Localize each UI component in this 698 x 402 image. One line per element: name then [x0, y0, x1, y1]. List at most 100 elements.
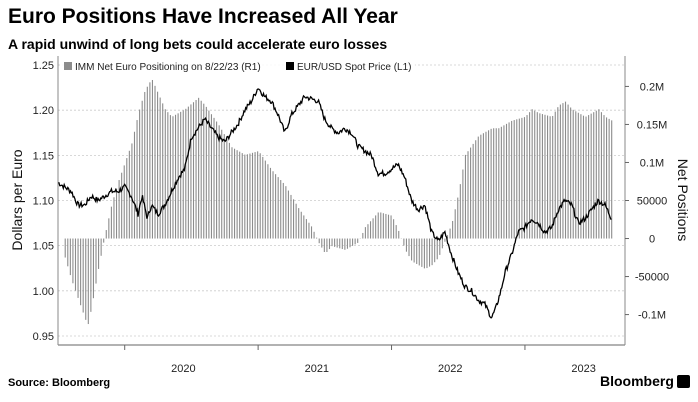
position-bar — [200, 100, 202, 239]
position-bar — [354, 238, 356, 245]
position-bar — [372, 218, 374, 239]
position-bar — [470, 147, 472, 239]
position-bar — [118, 180, 120, 239]
position-bar — [244, 154, 246, 239]
position-bar — [272, 171, 274, 239]
position-bar — [428, 238, 431, 267]
position-bar — [87, 238, 89, 325]
bloomberg-icon — [677, 375, 690, 388]
position-bar — [462, 169, 464, 239]
position-bar — [308, 222, 310, 239]
position-bar — [595, 110, 597, 239]
position-bar — [369, 221, 372, 239]
position-bar — [590, 113, 592, 239]
left-tick-label: 1.00 — [33, 286, 54, 298]
position-bar — [508, 122, 510, 239]
position-bar — [393, 219, 395, 239]
position-bar — [321, 238, 323, 248]
position-bar — [418, 238, 420, 266]
position-bar — [210, 114, 213, 239]
position-bar — [611, 120, 613, 239]
position-bar — [154, 85, 156, 239]
position-bar — [105, 230, 107, 239]
position-bar — [100, 238, 102, 256]
position-bar — [572, 109, 574, 239]
position-bar — [339, 238, 341, 249]
position-bar — [190, 104, 192, 239]
position-bar — [367, 224, 369, 239]
position-bar — [364, 227, 366, 239]
position-bar — [300, 211, 302, 239]
position-bar — [85, 238, 87, 320]
position-bar — [221, 129, 223, 239]
position-bar — [467, 151, 469, 239]
position-bar — [439, 238, 441, 255]
position-bar — [377, 212, 379, 239]
x-tick-label: 2020 — [171, 363, 195, 375]
position-bar — [423, 238, 425, 269]
position-bar — [177, 113, 179, 239]
position-bar — [380, 212, 382, 239]
position-bar — [110, 206, 112, 239]
position-bar — [108, 218, 110, 239]
position-bar — [159, 97, 161, 239]
position-bar — [505, 123, 508, 239]
position-bar — [92, 238, 94, 299]
legend-label-positioning: IMM Net Euro Positioning on 8/22/23 (R1) — [75, 62, 261, 73]
position-bar — [82, 238, 84, 313]
position-bar — [95, 238, 97, 284]
position-bar — [577, 112, 579, 239]
position-bar — [357, 238, 359, 243]
position-bar — [192, 102, 195, 239]
position-bar — [426, 238, 428, 269]
position-bar — [580, 114, 582, 239]
position-bar — [449, 228, 451, 239]
position-bar — [80, 238, 82, 306]
position-bar — [328, 238, 331, 250]
position-bar — [598, 109, 600, 239]
position-bar — [513, 120, 515, 239]
position-bar — [431, 238, 433, 266]
position-bar — [164, 109, 166, 239]
legend-swatch-positioning — [64, 62, 72, 70]
position-bar — [144, 91, 146, 239]
position-bar — [346, 238, 348, 249]
position-bar — [521, 117, 523, 239]
left-tick-label: 1.10 — [33, 196, 54, 208]
position-bar — [262, 156, 264, 239]
right-tick-label: -50000 — [635, 272, 669, 284]
position-bar — [316, 237, 318, 239]
position-bar — [326, 238, 328, 252]
right-tick-label: 0 — [649, 234, 655, 246]
position-bar — [72, 238, 74, 284]
position-bar — [523, 117, 526, 239]
x-tick-label: 2021 — [305, 363, 329, 375]
x-tick-label: 2023 — [571, 363, 595, 375]
position-bar — [267, 164, 269, 239]
position-bar — [559, 104, 561, 239]
position-bar — [151, 79, 154, 239]
position-bar — [287, 190, 289, 239]
position-bar — [280, 180, 282, 239]
position-bar — [254, 152, 256, 239]
right-ticks: 0.2M 0.15M 0.1M 50000 0 -50000 -0.1M — [625, 81, 669, 322]
position-bar — [413, 238, 415, 263]
position-bar — [67, 238, 69, 267]
position-bar — [562, 103, 564, 239]
position-bar — [421, 238, 423, 267]
position-bar — [246, 154, 248, 239]
position-bar — [585, 116, 587, 239]
position-bar — [74, 238, 77, 291]
position-bar — [298, 208, 300, 239]
position-bar — [146, 86, 148, 239]
position-bar — [564, 101, 567, 239]
position-bar — [593, 112, 595, 239]
brand-logo: Bloomberg — [600, 373, 674, 389]
position-bar — [487, 130, 490, 239]
position-bar — [169, 115, 171, 239]
left-axis-label: Dollars per Euro — [9, 149, 25, 250]
position-bar — [213, 117, 215, 239]
position-bar — [495, 128, 497, 239]
position-bar — [172, 116, 174, 239]
position-bar — [534, 110, 536, 239]
